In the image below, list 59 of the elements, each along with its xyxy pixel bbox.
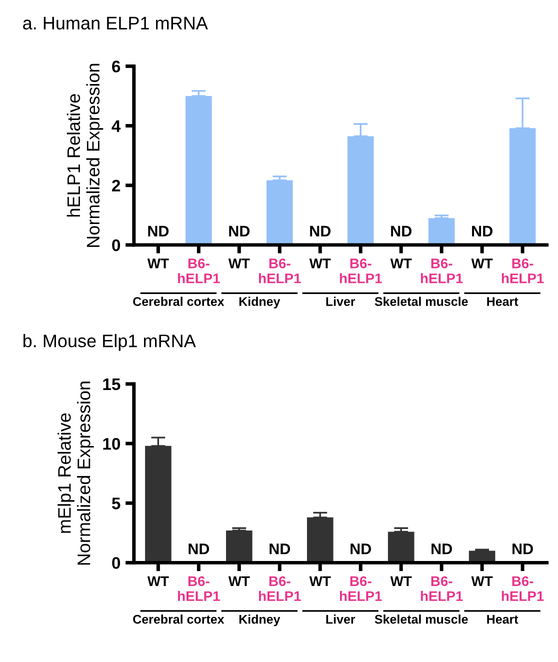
text: Heart [487, 614, 518, 624]
y-tick-label: 10 [103, 438, 120, 450]
text: ND [148, 226, 169, 236]
text: ND [188, 544, 210, 554]
bar [186, 96, 212, 245]
text: Kidney [239, 296, 280, 308]
bar [226, 530, 252, 563]
x-tick-label: WT [309, 258, 331, 268]
chart-title: a. Human ELP1 mRNA [23, 16, 208, 30]
y-tick-label: 6 [112, 60, 120, 72]
x-tick-label: WT [228, 576, 250, 586]
text: Liver [326, 614, 356, 624]
bar [388, 532, 414, 563]
x-tick-label: WT [390, 258, 412, 268]
text: Skeletal muscle [374, 614, 468, 624]
chart-title: b. Mouse Elp1 mRNA [23, 334, 196, 351]
x-tick-label: WT [471, 576, 493, 586]
text: ND [432, 544, 452, 554]
x-tick-label: WT [147, 258, 169, 268]
y-tick-label: 2 [112, 180, 120, 192]
x-tick-label: WT [147, 576, 169, 586]
x-tick-label: B6- hELP1 [502, 576, 544, 601]
bar [428, 218, 455, 245]
x-tick-label: B6- hELP1 [340, 258, 382, 284]
text: ND [270, 544, 290, 554]
bar [145, 446, 172, 563]
x-tick-label: B6- hELP1 [340, 576, 382, 601]
x-tick-label: WT [228, 258, 250, 268]
y-axis-title: mElp1 Relative Normalized Expression [58, 382, 94, 565]
y-tick-label: 5 [112, 498, 120, 510]
x-tick-label: B6- hELP1 [420, 258, 463, 284]
text: Liver [326, 296, 356, 306]
x-tick-label: WT [471, 258, 493, 268]
x-tick-label: WT [309, 576, 331, 586]
text: ND [391, 226, 412, 236]
text: ND [310, 226, 331, 236]
x-tick-label: B6- hELP1 [420, 576, 463, 601]
x-tick-label: B6- hELP1 [502, 258, 544, 284]
bar [266, 180, 293, 245]
text: ND [350, 544, 372, 554]
x-tick-label: B6- hELP1 [178, 258, 220, 284]
bar [306, 517, 334, 563]
y-tick-label: 0 [112, 557, 120, 569]
x-tick-label: WT [390, 576, 412, 586]
text: ND [472, 226, 492, 236]
text: ND [229, 226, 250, 236]
text: Cerebral cortex [133, 296, 224, 306]
y-tick-label: 15 [103, 378, 120, 390]
text: Kidney [239, 614, 280, 626]
x-tick-label: B6- hELP1 [259, 576, 301, 601]
y-axis-title: hELP1 Relative Normalized Expression [66, 64, 104, 247]
x-tick-label: B6- hELP1 [178, 576, 220, 601]
text: Skeletal muscle [374, 296, 468, 306]
x-tick-label: B6- hELP1 [259, 258, 301, 284]
y-tick-label: 4 [112, 120, 121, 132]
text: ND [512, 544, 533, 554]
text: Heart [487, 297, 518, 306]
text: Cerebral cortex [133, 614, 224, 624]
y-tick-label: 0 [112, 239, 120, 252]
